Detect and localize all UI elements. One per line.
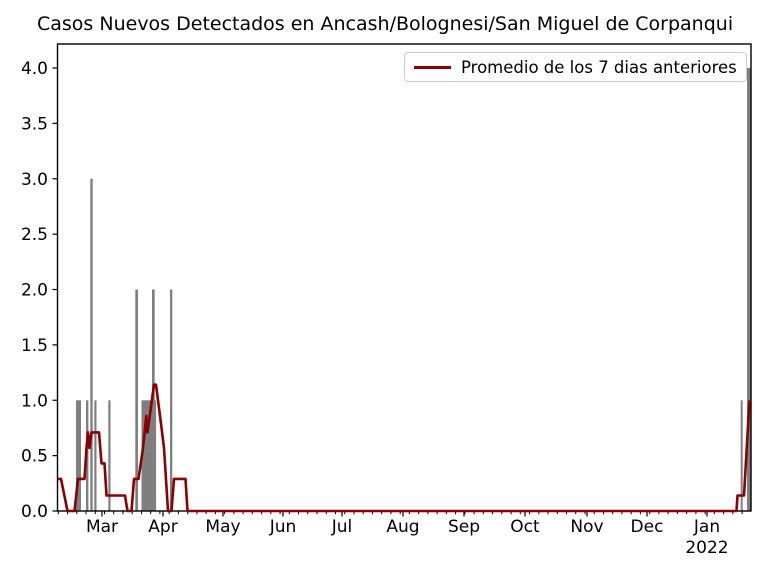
y-tick-label: 1.0 bbox=[21, 391, 48, 411]
x-tick-label: Oct bbox=[510, 517, 540, 537]
daily-cases-bar bbox=[94, 400, 97, 512]
x-tick-label: Jun bbox=[269, 517, 297, 537]
legend-label: Promedio de los 7 dias anteriores bbox=[461, 57, 737, 77]
x-tick-label: Dec bbox=[631, 517, 664, 537]
y-tick-label: 2.0 bbox=[21, 281, 48, 301]
x-tick-label: Mar bbox=[86, 517, 118, 537]
x-tick-label: Aug bbox=[386, 517, 419, 537]
y-tick-label: 0.0 bbox=[21, 502, 48, 522]
daily-cases-bar bbox=[747, 68, 751, 511]
daily-cases-bar bbox=[76, 400, 81, 512]
legend-line-sample-icon bbox=[414, 65, 451, 69]
x-tick-label: May bbox=[205, 517, 240, 537]
daily-cases-bar bbox=[90, 178, 93, 512]
daily-cases-bar bbox=[170, 289, 173, 511]
daily-cases-bar bbox=[740, 400, 743, 512]
plot-frame bbox=[56, 43, 752, 512]
average-line bbox=[58, 383, 751, 513]
chart-title: Casos Nuevos Detectados en Ancash/Bologn… bbox=[37, 13, 734, 35]
y-tick-label: 3.5 bbox=[21, 114, 48, 134]
legend: Promedio de los 7 dias anteriores bbox=[404, 52, 747, 82]
y-tick-label: 1.5 bbox=[21, 336, 48, 356]
y-tick-label: 0.5 bbox=[21, 447, 48, 467]
x-tick-label: Nov bbox=[570, 517, 603, 537]
x-tick-label: Jan bbox=[693, 517, 720, 537]
daily-cases-bar bbox=[152, 289, 155, 511]
x-tick-label: Jul bbox=[331, 517, 353, 537]
x-tick-year-label: 2022 bbox=[685, 538, 728, 558]
y-tick-label: 3.0 bbox=[21, 170, 48, 190]
y-tick-label: 2.5 bbox=[21, 225, 48, 245]
daily-cases-bar bbox=[108, 400, 111, 512]
x-tick-label: Sep bbox=[448, 517, 480, 537]
daily-cases-bar bbox=[135, 289, 138, 511]
x-tick-label: Apr bbox=[148, 517, 177, 537]
y-tick-label: 4.0 bbox=[21, 59, 48, 79]
